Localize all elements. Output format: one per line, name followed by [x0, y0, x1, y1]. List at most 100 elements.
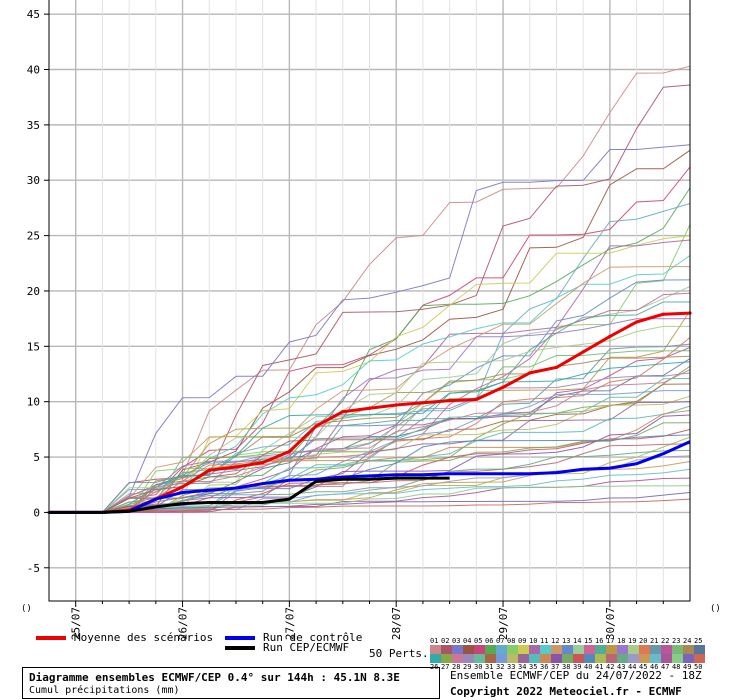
pert-color-swatch: [518, 654, 529, 663]
y-tick-label: 0: [33, 506, 40, 519]
mean-point: [501, 385, 505, 389]
pert-color-swatch: [661, 645, 672, 654]
pert-number-label: 35: [529, 663, 538, 671]
pert-color-swatch: [562, 645, 573, 654]
pert-color-swatch: [551, 645, 562, 654]
pert-number-label: 43: [617, 663, 626, 671]
pert-color-swatch: [573, 654, 584, 663]
pert-color-swatch: [694, 654, 705, 663]
perturbation-line: [49, 498, 691, 513]
pert-color-swatch: [595, 645, 606, 654]
legend-cep-swatch: [225, 646, 255, 650]
mean-point: [367, 406, 372, 410]
perturbation-line: [49, 372, 691, 513]
pert-number-label: 01: [430, 637, 439, 645]
pert-number-label: 21: [650, 637, 659, 645]
mean-point: [554, 365, 559, 369]
legend-mean: Moyenne des scénarios: [36, 631, 213, 644]
cep-line: [49, 476, 450, 514]
legend-mean-label: Moyenne des scénarios: [74, 631, 214, 644]
pert-color-swatch: [650, 654, 661, 663]
mean-point: [234, 465, 238, 469]
pert-number-label: 22: [661, 637, 670, 645]
pert-color-swatch: [452, 645, 463, 654]
mean-point: [421, 401, 425, 405]
perturbation-line: [49, 443, 691, 513]
perturbation-line: [49, 383, 691, 513]
pert-number-label: 45: [639, 663, 648, 671]
mean-point: [180, 485, 185, 489]
pert-number-label: 27: [441, 663, 450, 671]
pert-number-label: 06: [485, 637, 494, 645]
pert-number-label: 36: [540, 663, 549, 671]
pert-number-label: 46: [650, 663, 659, 671]
pert-number-label: 38: [562, 663, 571, 671]
x-tick-label: 29/07: [497, 607, 510, 640]
pert-color-swatch: [540, 645, 551, 654]
chart-title-box: Diagramme ensembles ECMWF/CEP 0.4° sur 1…: [22, 667, 440, 699]
pert-number-label: 37: [551, 663, 560, 671]
pert-color-swatch: [507, 645, 518, 654]
plot-frame: [48, 0, 691, 602]
pert-color-swatch: [551, 654, 562, 663]
pert-number-label: 47: [661, 663, 670, 671]
pert-color-swatch: [639, 645, 650, 654]
pert-number-label: 05: [474, 637, 483, 645]
pert-number-label: 25: [694, 637, 703, 645]
pert-color-swatch: [485, 654, 496, 663]
pert-color-swatch: [430, 645, 441, 654]
perturbation-line: [49, 266, 690, 513]
pert-color-swatch: [441, 654, 452, 663]
chart-subtitle: Cumul précipitations (mm): [29, 685, 180, 696]
pert-number-label: 42: [606, 663, 615, 671]
axis-end-marker-right: (): [710, 604, 721, 614]
pert-number-label: 18: [617, 637, 626, 645]
mean-point: [661, 312, 665, 316]
pert-number-label: 09: [518, 637, 527, 645]
y-tick-label: 35: [27, 119, 40, 132]
pert-number-label: 29: [463, 663, 472, 671]
legend-cep-label: Run CEP/ECMWF: [263, 641, 350, 654]
pert-color-swatch: [683, 654, 694, 663]
mean-point: [448, 398, 452, 403]
x-tick-label: 28/07: [390, 607, 403, 640]
main-series-lines: [47, 311, 692, 515]
pert-color-swatch: [562, 654, 573, 663]
pert-color-swatch: [617, 645, 628, 654]
y-tick-label: 25: [27, 230, 40, 243]
pert-color-swatch: [430, 654, 441, 663]
copyright: Copyright 2022 Meteociel.fr - ECMWF: [450, 685, 682, 698]
pert-number-label: 20: [639, 637, 648, 645]
pert-color-swatch: [463, 654, 474, 663]
pert-number-label: 34: [518, 663, 527, 671]
pert-number-label: 15: [584, 637, 593, 645]
mean-point: [581, 350, 585, 354]
x-tick-label: 27/07: [283, 607, 296, 640]
pert-color-swatch: [617, 654, 628, 663]
pert-number-label: 19: [628, 637, 637, 645]
pert-number-label: 14: [573, 637, 582, 645]
pert-number-label: 49: [683, 663, 692, 671]
pert-number-label: 16: [595, 637, 604, 645]
pert-color-swatch: [661, 654, 672, 663]
tick-labels: -5 0 5 10 15 20 25 30 35 40 45 25/07 26/07 27/07 28/07…: [21, 8, 721, 640]
pert-number-label: 23: [672, 637, 681, 645]
pert-number-label: 44: [628, 663, 637, 671]
perturbation-line: [49, 325, 690, 513]
mean-point: [608, 334, 612, 338]
pert-number-label: 33: [507, 663, 516, 671]
y-tick-label: 30: [27, 174, 40, 187]
mean-point: [261, 460, 265, 465]
pert-number-label: 04: [463, 637, 472, 645]
legend-perts-label: 50 Perts.: [369, 647, 429, 660]
perturbation-line: [49, 401, 691, 513]
y-tick-label: 10: [27, 396, 40, 409]
pert-number-label: 17: [606, 637, 615, 645]
pert-color-swatch: [683, 645, 694, 654]
pert-color-swatch: [474, 645, 485, 654]
pert-number-label: 10: [529, 637, 538, 645]
pert-number-label: 12: [551, 637, 560, 645]
x-tick-label: 25/07: [70, 607, 83, 640]
legend-cep: Run CEP/ECMWF: [225, 641, 349, 654]
pert-color-swatch: [529, 654, 540, 663]
